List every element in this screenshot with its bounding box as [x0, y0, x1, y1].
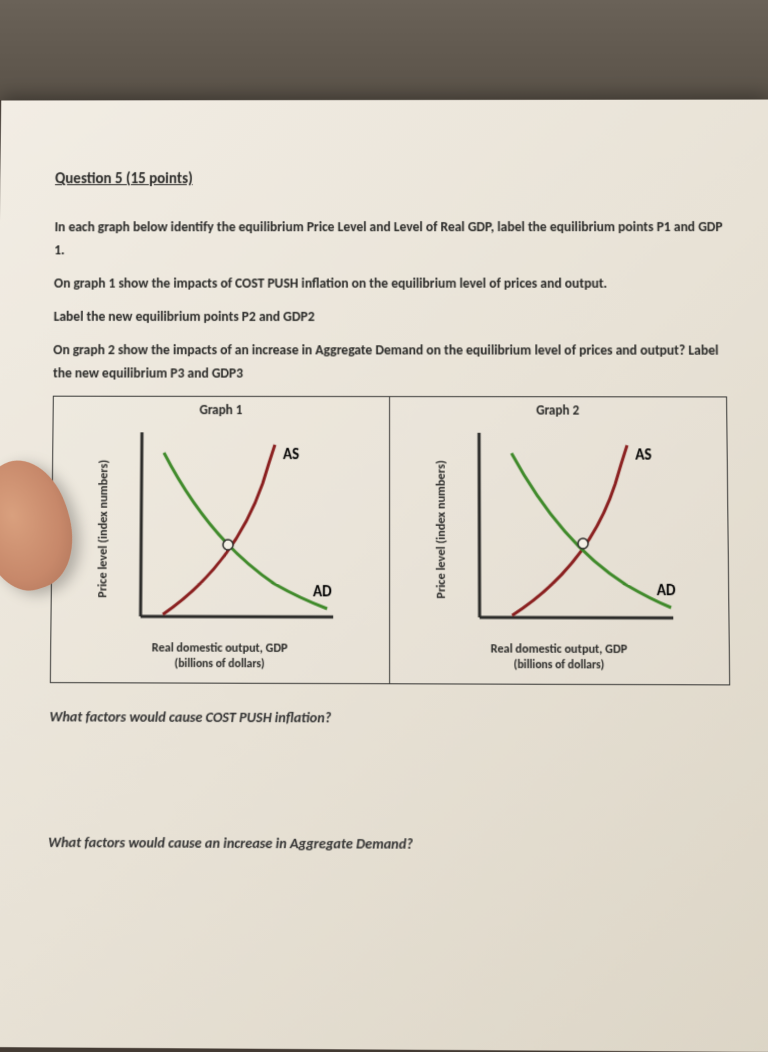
graph-1-as-label: AS	[283, 445, 299, 463]
graph-1-x-axis	[141, 616, 334, 617]
instruction-para-3: On graph 2 show the impacts of an increa…	[53, 339, 727, 386]
graph-1-equilibrium-point	[223, 539, 233, 549]
question-prompt-1: What factors would cause COST PUSH infla…	[49, 708, 730, 728]
graph-1-svg: AS AD	[112, 422, 346, 637]
graph-1-body: Price level (index numbers) AS AD	[94, 422, 346, 638]
graph-1-ad-curve	[163, 452, 328, 608]
answer-space-1	[48, 725, 731, 821]
graph-2-equilibrium-point	[578, 538, 588, 548]
instruction-para-2b: Label the new equilibrium points P2 and …	[54, 306, 727, 330]
graph-2-x-axis	[479, 617, 673, 618]
graph-1-y-axis	[141, 432, 142, 616]
graph-2-svg: AS AD	[450, 422, 685, 638]
graph-2-x-axis-label-line1: Real domestic output, GDP	[491, 642, 628, 657]
graph-2-x-axis-label: Real domestic output, GDP (billions of d…	[491, 642, 628, 673]
worksheet-paper: Question 5 (15 points) In each graph bel…	[0, 100, 768, 1052]
photo-background-top	[0, 0, 768, 100]
question-prompt-2: What factors would cause an increase in …	[48, 833, 732, 854]
graph-2-ad-curve	[511, 453, 671, 607]
graph-1-as-curve	[163, 444, 275, 614]
instruction-para-1: In each graph below identify the equilib…	[54, 216, 725, 262]
question-header: Question 5 (15 points)	[55, 170, 725, 188]
instruction-para-2a: On graph 1 show the impacts of COST PUSH…	[54, 272, 726, 295]
graph-2-y-axis	[479, 432, 480, 617]
graph-1-title: Graph 1	[199, 403, 242, 418]
graphs-container: Graph 1 Price level (index numbers) AS A…	[50, 395, 730, 685]
graph-2-cell: Graph 2 Price level (index numbers) AS A…	[390, 397, 730, 684]
graph-1-cell: Graph 1 Price level (index numbers) AS A…	[51, 396, 390, 683]
graph-2-title: Graph 2	[536, 403, 579, 418]
graph-1-x-axis-label-line2: (billions of dollars)	[174, 656, 264, 671]
graph-1-x-axis-label: Real domestic output, GDP (billions of d…	[152, 641, 288, 672]
graph-2-body: Price level (index numbers) AS AD	[432, 422, 685, 638]
graph-2-as-curve	[511, 445, 628, 616]
graph-2-as-label: AS	[635, 446, 652, 464]
graph-1-ad-label: AD	[313, 583, 332, 602]
graph-2-ad-label: AD	[656, 581, 676, 600]
graph-1-y-axis-label: Price level (index numbers)	[94, 460, 113, 598]
graph-2-x-axis-label-line2: (billions of dollars)	[514, 657, 605, 672]
graph-1-x-axis-label-line1: Real domestic output, GDP	[152, 641, 288, 656]
graph-2-y-axis-label: Price level (index numbers)	[432, 460, 451, 598]
